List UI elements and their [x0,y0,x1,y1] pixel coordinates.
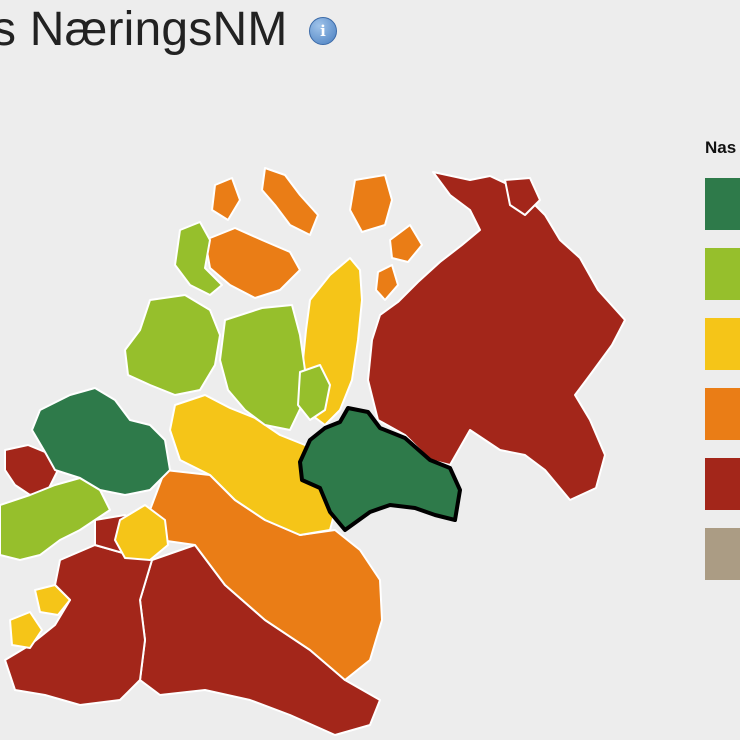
legend-swatch-6 [705,528,740,580]
legend-swatch-4 [705,388,740,440]
map-region[interactable] [219,304,306,431]
map-region[interactable] [204,227,301,299]
map-region[interactable] [0,477,111,561]
map-region[interactable] [349,174,393,233]
legend-title: Nas [705,138,737,157]
map-region[interactable] [124,294,221,396]
map-region[interactable] [367,171,626,501]
legend-swatch-5 [705,458,740,510]
map-region[interactable] [211,177,241,221]
legend: Nas [705,138,740,580]
map-region[interactable] [9,611,43,649]
map-region[interactable] [375,264,399,301]
legend-swatch-1 [705,178,740,230]
map-region[interactable] [174,221,223,296]
map-region[interactable] [34,584,71,616]
info-icon[interactable]: i [309,17,337,45]
map-region[interactable] [261,167,319,236]
map-region[interactable] [31,387,171,496]
map-region[interactable] [297,364,331,421]
map-region[interactable] [389,224,423,263]
legend-swatch-2 [705,248,740,300]
map-region[interactable] [504,177,541,216]
page-title: s NæringsNM [0,3,288,56]
map-region[interactable] [114,504,169,561]
legend-swatch-3 [705,318,740,370]
highlighted-region[interactable] [298,406,462,532]
